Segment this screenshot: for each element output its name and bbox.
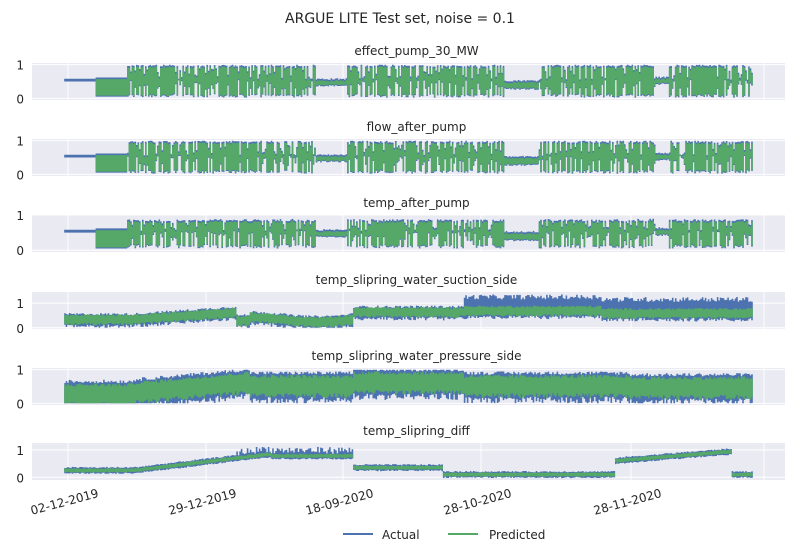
subplot-title: flow_after_pump [367,120,467,134]
subplot-2: flow_after_pump 1 0 [16,120,785,182]
subplot-title: temp_slipring_diff [363,424,470,438]
x-tick-label: 02-12-2019 [29,486,100,518]
series-predicted-line [64,371,753,404]
subplot-title: temp_slipring_water_suction_side [316,273,518,287]
subplot-title: temp_slipring_water_pressure_side [311,349,521,363]
series-predicted-line [95,142,753,173]
x-tick-label: 28-11-2020 [592,486,663,518]
y-tick-label: 0 [16,168,24,182]
y-tick-label: 0 [16,471,24,485]
subplot-3: temp_after_pump 1 0 [16,196,785,258]
series-predicted-line [64,305,753,328]
subplots: effect_pump_30_MW10flow_after_pump10temp… [16,44,785,485]
x-axis-tick-labels: 02-12-2019 29-12-2019 18-09-2020 28-10-2020… [29,486,663,518]
y-tick-label: 1 [16,444,24,458]
y-tick-label: 1 [16,364,24,378]
y-tick-label: 1 [16,59,24,73]
y-tick-label: 1 [16,209,24,223]
x-tick-label: 29-12-2019 [167,486,238,518]
subplot-4: temp_slipring_water_suction_side 1 0 [16,273,785,336]
figure-title: ARGUE LITE Test set, noise = 0.1 [285,11,515,27]
series-predicted-line [95,66,753,97]
plot-area [32,443,785,480]
series-predicted-line [95,220,753,248]
subplot-5: temp_slipring_water_pressure_side 1 0 [16,349,785,411]
y-tick-label: 1 [16,135,24,149]
x-tick-label: 28-10-2020 [442,486,513,518]
x-tick-label: 18-09-2020 [304,486,375,518]
subplot-6: temp_slipring_diff 1 0 [16,424,785,485]
y-tick-label: 0 [16,397,24,411]
y-tick-label: 1 [16,297,24,311]
legend-label-actual: Actual [382,528,420,542]
subplot-title: effect_pump_30_MW [354,44,478,58]
y-tick-label: 0 [16,244,24,258]
legend: Actual Predicted [343,528,545,542]
subplot-1: effect_pump_30_MW 1 0 [16,44,785,106]
y-tick-label: 0 [16,92,24,106]
y-tick-label: 0 [16,322,24,336]
subplot-title: temp_after_pump [363,196,469,210]
series-predicted-line [64,449,753,477]
legend-label-predicted: Predicted [489,528,545,542]
